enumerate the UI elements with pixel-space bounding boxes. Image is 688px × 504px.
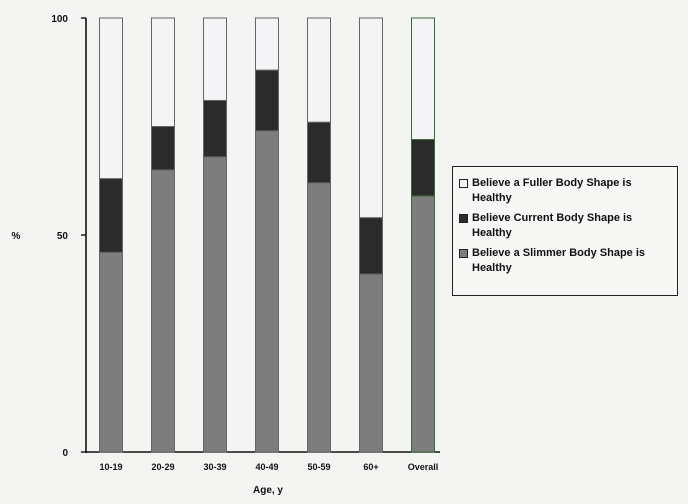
x-tick-label-60+: 60+ bbox=[363, 462, 378, 472]
x-tick-label-40-49: 40-49 bbox=[255, 462, 278, 472]
bar-60+-series-1 bbox=[359, 217, 383, 275]
bar-60+-series-0 bbox=[359, 273, 383, 453]
bar-Overall-series-1 bbox=[411, 139, 435, 197]
legend-label-fuller: Believe a Fuller Body Shape is Healthy bbox=[472, 177, 632, 204]
bar-30-39-series-0 bbox=[203, 156, 227, 453]
legend-item-slimmer: Believe a Slimmer Body Shape is Healthy bbox=[459, 246, 671, 276]
y-tick-label-0: 0 bbox=[62, 448, 68, 459]
x-tick-label-30-39: 30-39 bbox=[203, 462, 226, 472]
x-tick-label-50-59: 50-59 bbox=[307, 462, 330, 472]
bar-20-29-series-2 bbox=[151, 17, 175, 127]
legend-item-fuller: Believe a Fuller Body Shape is Healthy bbox=[459, 176, 671, 206]
bar-40-49-series-0 bbox=[255, 130, 279, 453]
y-tick-label-100: 100 bbox=[51, 14, 68, 25]
bar-40-49-series-2 bbox=[255, 17, 279, 71]
bar-Overall-series-2 bbox=[411, 17, 435, 141]
legend-swatch-slimmer bbox=[459, 249, 468, 258]
y-axis-label: % bbox=[12, 231, 21, 242]
bar-Overall-series-0 bbox=[411, 195, 435, 453]
y-tick-label-50: 50 bbox=[57, 231, 69, 242]
bar-50-59-series-1 bbox=[307, 121, 331, 184]
bar-20-29-series-1 bbox=[151, 126, 175, 171]
legend-label-current: Believe Current Body Shape is Healthy bbox=[472, 212, 633, 239]
bar-10-19-series-0 bbox=[99, 251, 123, 453]
legend-label-slimmer: Believe a Slimmer Body Shape is Healthy bbox=[472, 247, 646, 274]
bar-30-39-series-1 bbox=[203, 99, 227, 158]
bar-40-49-series-1 bbox=[255, 69, 279, 132]
bar-10-19-series-1 bbox=[99, 178, 123, 253]
bar-50-59-series-0 bbox=[307, 182, 331, 453]
legend: Believe a Fuller Body Shape is Healthy B… bbox=[452, 166, 678, 296]
bars bbox=[99, 17, 435, 453]
legend-item-current: Believe Current Body Shape is Healthy bbox=[459, 211, 671, 241]
bar-30-39-series-2 bbox=[203, 17, 227, 101]
legend-swatch-fuller bbox=[459, 179, 468, 188]
bar-10-19-series-2 bbox=[99, 17, 123, 180]
legend-swatch-current bbox=[459, 214, 468, 223]
x-tick-label-10-19: 10-19 bbox=[99, 462, 122, 472]
bar-20-29-series-0 bbox=[151, 169, 175, 453]
bar-60+-series-2 bbox=[359, 17, 383, 219]
axis-labels: 0 50 100% 10-19 20-29 30-39 40-49 50-59 60+ Overa… bbox=[12, 14, 439, 496]
x-tick-label-20-29: 20-29 bbox=[151, 462, 174, 472]
x-axis-label: Age, y bbox=[253, 485, 283, 496]
x-tick-label-Overall: Overall bbox=[408, 462, 439, 472]
bar-50-59-series-2 bbox=[307, 17, 331, 123]
